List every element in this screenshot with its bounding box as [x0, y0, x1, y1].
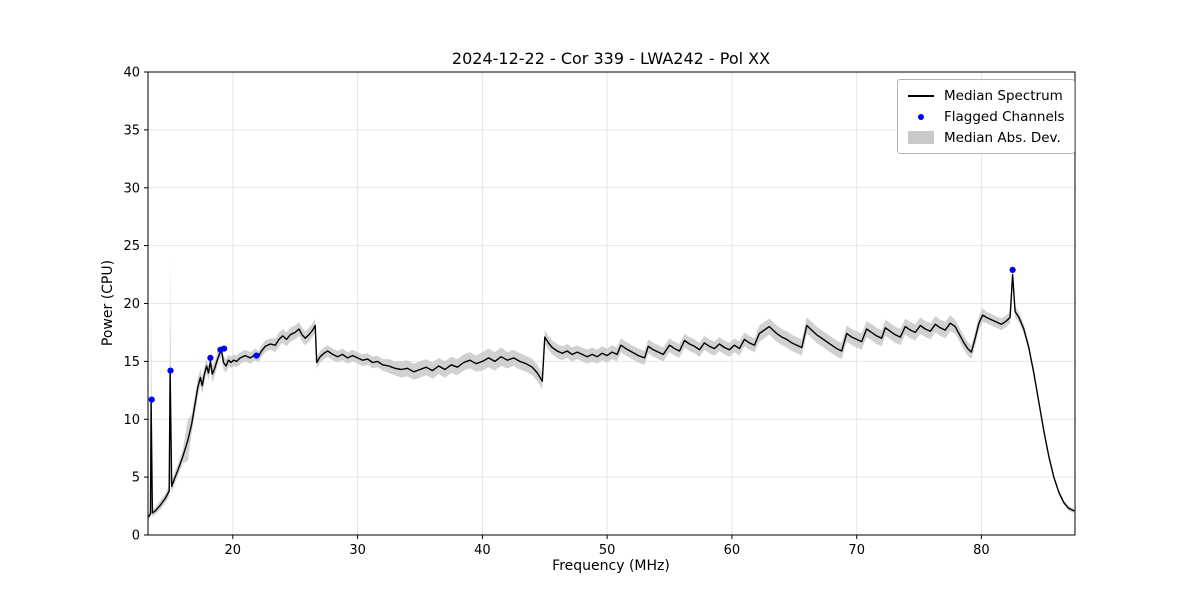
x-tick-label: 70 — [848, 543, 865, 558]
y-axis-label: Power (CPU) — [100, 259, 116, 347]
flagged-channel-point — [207, 354, 214, 361]
x-tick-label: 30 — [349, 543, 366, 558]
plot-title: 2024-12-22 - Cor 339 - LWA242 - Pol XX — [451, 49, 771, 68]
x-axis-label: Frequency (MHz) — [552, 558, 670, 574]
mad-band — [148, 260, 1074, 520]
y-tick-label: 25 — [123, 239, 140, 254]
legend-label: Median Abs. Dev. — [944, 129, 1061, 146]
x-tick-label: 20 — [225, 543, 242, 558]
y-tick-label: 30 — [123, 181, 140, 196]
x-tick-label: 50 — [599, 543, 616, 558]
median-spectrum-line — [147, 273, 1075, 518]
legend-label: Flagged Channels — [944, 108, 1065, 125]
flagged-channel-point — [1009, 266, 1016, 273]
x-tick-label: 60 — [724, 543, 741, 558]
flagged-channel-marker-icon — [906, 113, 936, 120]
legend-entry-median-spectrum: Median Spectrum — [906, 85, 1065, 106]
flagged-channel-point — [148, 396, 155, 403]
y-tick-label: 35 — [123, 123, 140, 138]
mad-band-patch-icon — [906, 131, 936, 144]
flagged-channel-point — [253, 352, 260, 359]
x-tick-label: 80 — [973, 543, 990, 558]
legend-entry-median-abs-dev: Median Abs. Dev. — [906, 127, 1065, 148]
y-tick-label: 0 — [132, 529, 140, 544]
y-tick-label: 10 — [123, 413, 140, 428]
y-tick-label: 15 — [123, 355, 140, 370]
x-tick-label: 40 — [474, 543, 491, 558]
median-spectrum-line-sample-icon — [906, 94, 936, 97]
y-tick-label: 20 — [123, 297, 140, 312]
legend-entry-flagged-channels: Flagged Channels — [906, 106, 1065, 127]
y-tick-label: 5 — [132, 471, 140, 486]
y-tick-label: 40 — [123, 66, 140, 81]
legend-label: Median Spectrum — [944, 87, 1063, 104]
legend: Median Spectrum Flagged Channels Median … — [897, 79, 1075, 154]
flagged-channel-point — [221, 345, 228, 352]
flagged-channel-point — [167, 367, 174, 374]
